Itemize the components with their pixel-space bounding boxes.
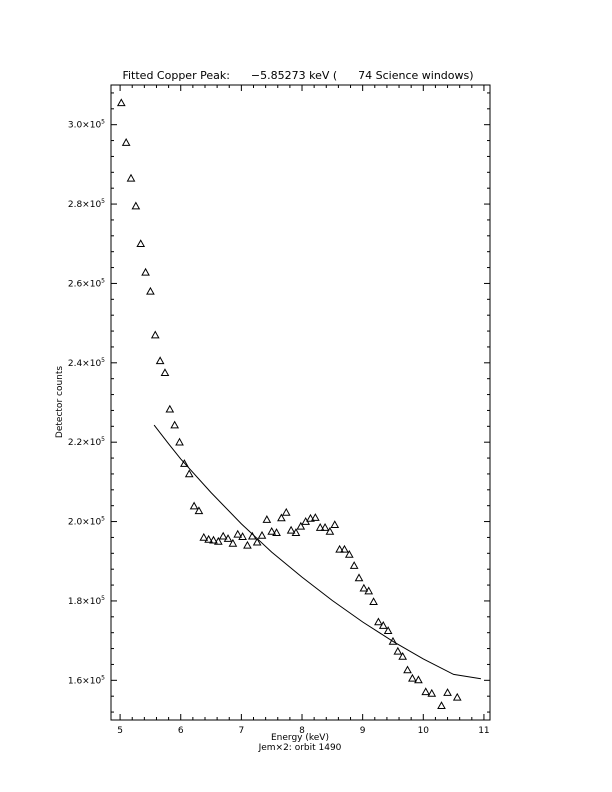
data-point (150, 330, 160, 339)
data-point (286, 525, 296, 534)
data-point (233, 529, 243, 538)
data-point (383, 626, 393, 635)
x-tick-label: 7 (239, 726, 245, 736)
data-point (281, 507, 291, 516)
data-point (403, 665, 412, 674)
data-point (199, 532, 209, 541)
x-tick-label: 11 (478, 726, 489, 736)
data-point (204, 534, 213, 543)
data-point (228, 538, 238, 547)
data-point (257, 530, 267, 539)
data-point (335, 544, 344, 553)
data-point (170, 420, 180, 429)
data-point (414, 675, 423, 684)
data-point (369, 597, 378, 606)
x-axis-tick-labels: 5 6 7 8 9 10 11 (117, 726, 489, 736)
data-point (175, 437, 184, 446)
data-point (277, 513, 286, 522)
data-point (209, 535, 218, 544)
data-point (344, 549, 354, 558)
data-point (311, 513, 320, 521)
data-point (155, 356, 165, 365)
data-point (364, 586, 374, 595)
x-tick-label: 6 (178, 726, 184, 736)
data-point (408, 673, 417, 682)
data-point (146, 286, 155, 295)
data-point (291, 528, 301, 536)
data-point (116, 98, 126, 107)
chart-title: Fitted Copper Peak: −5.85273 keV ( 74 Sc… (122, 69, 473, 82)
data-point (320, 522, 330, 531)
data-point (160, 368, 170, 377)
y-axis-tick-labels: 1.6×105 1.8×105 2.0×105 2.2×105 2.4×105 2.6×1… (68, 119, 105, 687)
footer-label: Jem×2: orbit 1490 (258, 743, 342, 753)
data-point (262, 515, 272, 523)
data-point (359, 583, 369, 592)
data-markers (116, 98, 462, 710)
data-point (296, 521, 306, 530)
data-point (325, 526, 335, 535)
data-point (180, 459, 189, 467)
data-point (398, 651, 408, 660)
x-tick-label: 10 (418, 726, 430, 736)
y-tick-label: 1.8×105 (68, 595, 105, 607)
data-point (306, 513, 315, 522)
data-point (272, 528, 281, 536)
data-point (238, 532, 247, 540)
data-point (184, 469, 194, 478)
data-point (267, 526, 277, 535)
data-point (443, 688, 452, 696)
x-tick-label: 8 (299, 726, 305, 736)
fit-line (153, 424, 481, 680)
data-point (126, 173, 136, 182)
data-point (374, 617, 383, 626)
x-tick-label: 9 (360, 726, 366, 736)
x-tick-label: 5 (117, 726, 123, 736)
data-point (136, 239, 146, 248)
data-point (165, 404, 175, 413)
data-point (349, 561, 359, 569)
data-point (189, 501, 199, 510)
y-tick-label: 3.0×105 (68, 119, 105, 131)
data-point (315, 522, 325, 531)
data-point (243, 540, 252, 549)
data-point (131, 201, 141, 210)
data-point (340, 544, 349, 553)
data-point (194, 506, 204, 515)
data-point (393, 646, 403, 655)
y-tick-label: 2.0×105 (68, 516, 105, 528)
axis-ticks (111, 85, 490, 720)
y-tick-label: 2.2×105 (68, 436, 105, 448)
data-point (247, 531, 257, 540)
data-point (354, 573, 364, 582)
y-tick-label: 2.6×105 (68, 277, 105, 289)
data-point (330, 520, 340, 529)
y-tick-label: 2.4×105 (68, 357, 105, 369)
data-point (218, 531, 228, 540)
data-point (388, 636, 398, 645)
data-point (141, 267, 150, 276)
data-point (378, 621, 388, 629)
data-point (223, 534, 233, 542)
data-point (452, 692, 462, 701)
data-point (252, 537, 262, 546)
y-axis-label: Detector counts (55, 366, 65, 438)
y-tick-label: 1.6×105 (68, 674, 105, 686)
data-point (421, 687, 431, 696)
x-axis-label: Energy (keV) (271, 733, 329, 743)
data-point (121, 138, 131, 146)
data-point (427, 688, 437, 697)
y-tick-label: 2.8×105 (68, 198, 105, 210)
data-point (213, 536, 223, 545)
data-point (437, 701, 446, 710)
plot-frame (110, 84, 491, 721)
